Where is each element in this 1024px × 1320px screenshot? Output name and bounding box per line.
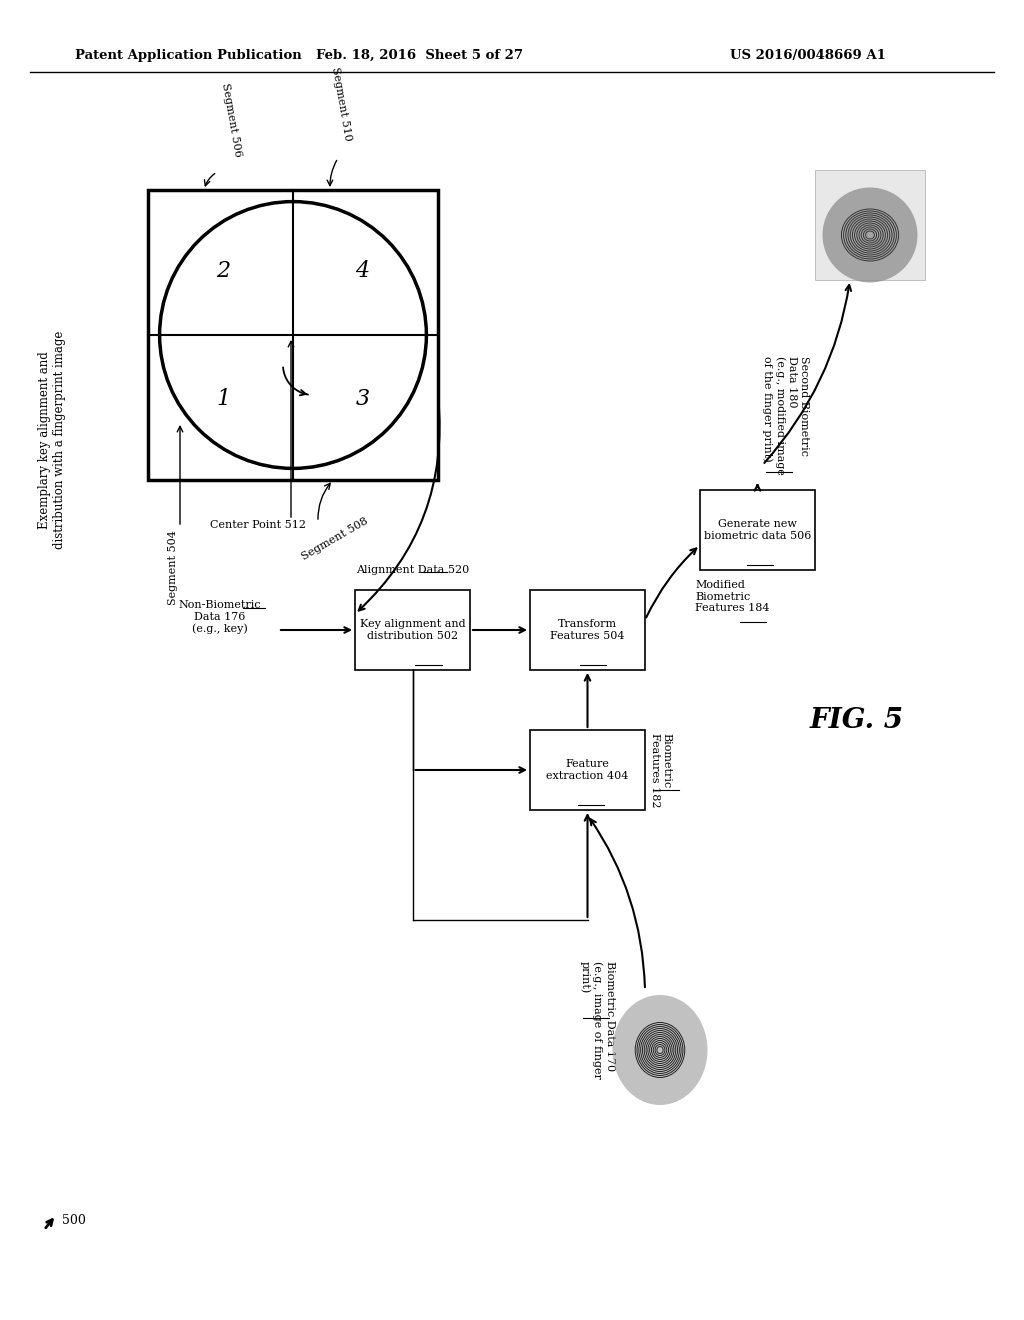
Text: Generate new
biometric data 506: Generate new biometric data 506 [703,519,811,541]
Text: Biometric
Features 182: Biometric Features 182 [650,733,672,808]
Text: Modified
Biometric
Features 184: Modified Biometric Features 184 [695,579,769,614]
Text: Segment 506: Segment 506 [220,83,243,158]
Ellipse shape [822,187,918,282]
Text: Transform
Features 504: Transform Features 504 [550,619,625,640]
Text: 500: 500 [62,1213,86,1226]
Text: 3: 3 [355,388,370,409]
Bar [530,730,645,810]
Text: 4: 4 [355,260,370,282]
Text: Feb. 18, 2016  Sheet 5 of 27: Feb. 18, 2016 Sheet 5 of 27 [316,49,523,62]
Bar [530,590,645,671]
Text: Biometric Data 170
(e.g., image of finger
print): Biometric Data 170 (e.g., image of finge… [580,961,614,1078]
Text: Segment 504: Segment 504 [168,531,178,605]
Text: 2: 2 [216,260,230,282]
Text: Center Point 512: Center Point 512 [210,520,306,531]
Text: Key alignment and
distribution 502: Key alignment and distribution 502 [359,619,465,640]
Text: Second Biometric
Data 180
(e.g., modified image
of the finger print): Second Biometric Data 180 (e.g., modifie… [763,356,809,475]
Text: Non-Biometric
Data 176
(e.g., key): Non-Biometric Data 176 (e.g., key) [178,601,261,634]
Text: Feature
extraction 404: Feature extraction 404 [547,759,629,781]
Text: Segment 510: Segment 510 [330,66,353,143]
Text: 1: 1 [216,388,230,409]
Text: FIG. 5: FIG. 5 [810,706,904,734]
Bar [355,590,470,671]
Bar [815,170,925,280]
Text: Segment 508: Segment 508 [300,516,370,562]
Bar [148,190,438,480]
Text: Patent Application Publication: Patent Application Publication [75,49,302,62]
Bar [700,490,815,570]
Ellipse shape [612,995,708,1105]
Text: Alignment Data 520: Alignment Data 520 [356,565,469,576]
Text: US 2016/0048669 A1: US 2016/0048669 A1 [730,49,886,62]
Text: Exemplary key alignment and
distribution with a fingerprint image: Exemplary key alignment and distribution… [38,331,66,549]
